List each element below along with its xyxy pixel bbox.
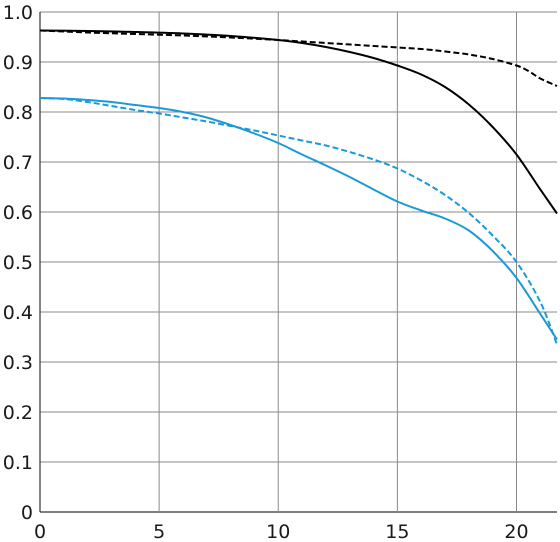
x-tick-label: 10 <box>266 521 290 542</box>
y-tick-label: 1.0 <box>3 2 33 24</box>
tick-labels: 0 0.1 0.2 0.3 0.4 0.5 0.6 0.7 0.8 0.9 1.0 0 5 10 15 20 <box>3 2 529 542</box>
series-lines <box>39 29 558 345</box>
y-tick-label: 0.8 <box>3 102 33 124</box>
y-tick-label: 0.9 <box>3 52 33 74</box>
y-tick-label: 0.6 <box>3 202 33 224</box>
grid <box>39 11 557 513</box>
series-line-black-dashed <box>39 29 558 87</box>
x-tick-label: 20 <box>504 521 528 542</box>
y-tick-label: 0.5 <box>3 252 33 274</box>
y-tick-label: 0.1 <box>3 452 33 474</box>
y-tick-label: 0 <box>21 502 33 524</box>
x-tick-label: 5 <box>153 521 165 542</box>
y-tick-label: 0.3 <box>3 352 33 374</box>
series-line-blue-dashed <box>39 97 558 345</box>
series-line-black-solid <box>39 29 558 215</box>
y-tick-label: 0.4 <box>3 302 33 324</box>
y-tick-label: 0.2 <box>3 402 33 424</box>
y-tick-label: 0.7 <box>3 152 33 174</box>
x-tick-label: 15 <box>385 521 409 542</box>
series-line-blue-solid <box>39 97 558 341</box>
x-tick-label: 0 <box>34 521 46 542</box>
